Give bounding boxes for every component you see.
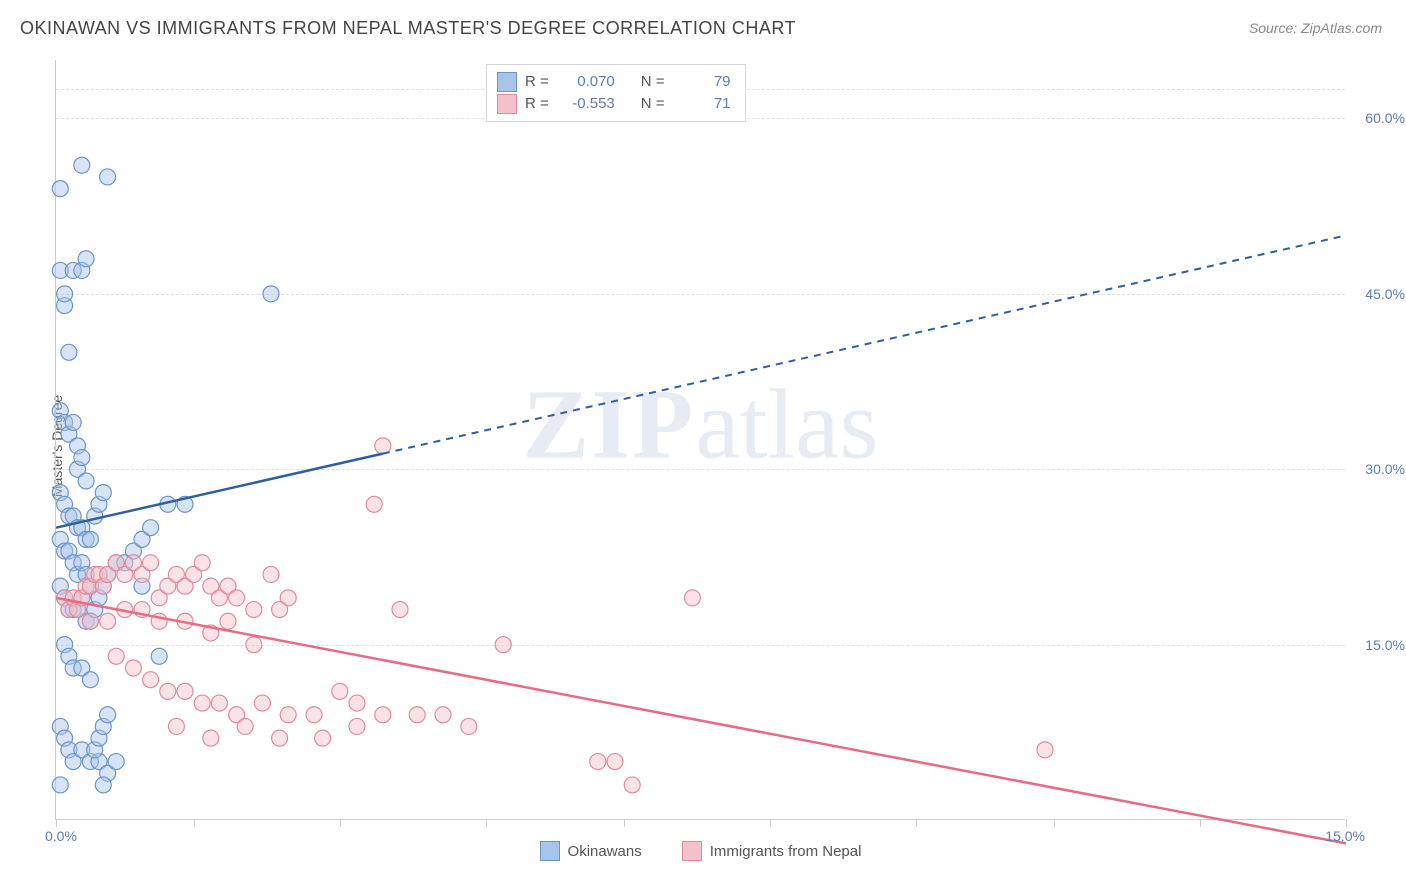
scatter-point — [392, 602, 408, 618]
scatter-point — [100, 707, 116, 723]
swatch-series2 — [497, 94, 517, 114]
scatter-point — [375, 707, 391, 723]
scatter-point — [82, 613, 98, 629]
scatter-point — [74, 450, 90, 466]
legend-swatch-series2 — [682, 841, 702, 861]
r-value-series2: -0.553 — [557, 93, 615, 115]
x-label-min: 0.0% — [45, 828, 77, 844]
scatter-point — [194, 555, 210, 571]
y-tick-label: 45.0% — [1365, 286, 1405, 302]
scatter-point — [78, 473, 94, 489]
scatter-point — [272, 730, 288, 746]
r-label: R = — [525, 93, 549, 115]
scatter-point — [263, 566, 279, 582]
scatter-point — [332, 683, 348, 699]
scatter-point — [61, 344, 77, 360]
plot-area: ZIPatlas 60.0%45.0%30.0%15.0% R = 0.070 … — [55, 60, 1345, 820]
scatter-point — [143, 672, 159, 688]
y-tick-label: 60.0% — [1365, 110, 1405, 126]
scatter-point — [349, 718, 365, 734]
scatter-point — [52, 181, 68, 197]
scatter-point — [168, 718, 184, 734]
legend-swatch-series1 — [540, 841, 560, 861]
stats-row-series1: R = 0.070 N = 79 — [497, 71, 731, 93]
scatter-point — [57, 286, 73, 302]
scatter-point — [78, 251, 94, 267]
scatter-point — [590, 754, 606, 770]
chart-title: OKINAWAN VS IMMIGRANTS FROM NEPAL MASTER… — [20, 18, 796, 39]
n-value-series1: 79 — [673, 71, 731, 93]
trend-line-extrapolated — [383, 235, 1346, 453]
scatter-point — [108, 754, 124, 770]
scatter-point — [435, 707, 451, 723]
scatter-point — [684, 590, 700, 606]
scatter-point — [229, 590, 245, 606]
scatter-point — [461, 718, 477, 734]
scatter-point — [65, 414, 81, 430]
y-tick-label: 30.0% — [1365, 461, 1405, 477]
scatter-point — [263, 286, 279, 302]
scatter-point — [220, 613, 236, 629]
scatter-point — [1037, 742, 1053, 758]
scatter-point — [237, 718, 253, 734]
legend: Okinawans Immigrants from Nepal — [56, 841, 1345, 861]
scatter-point — [52, 777, 68, 793]
scatter-point — [100, 613, 116, 629]
scatter-point — [108, 648, 124, 664]
scatter-point — [272, 602, 288, 618]
n-label: N = — [641, 71, 665, 93]
y-tick-label: 15.0% — [1365, 637, 1405, 653]
scatter-point — [151, 648, 167, 664]
swatch-series1 — [497, 72, 517, 92]
scatter-point — [607, 754, 623, 770]
scatter-point — [306, 707, 322, 723]
x-label-max: 15.0% — [1325, 828, 1365, 844]
scatter-point — [143, 555, 159, 571]
legend-label-series2: Immigrants from Nepal — [710, 843, 862, 860]
r-value-series1: 0.070 — [557, 71, 615, 93]
correlation-stats-box: R = 0.070 N = 79 R = -0.553 N = 71 — [486, 64, 746, 122]
scatter-point — [349, 695, 365, 711]
r-label: R = — [525, 71, 549, 93]
scatter-point — [160, 683, 176, 699]
scatter-point — [246, 637, 262, 653]
scatter-point — [211, 695, 227, 711]
chart-container: ZIPatlas 60.0%45.0%30.0%15.0% R = 0.070 … — [55, 60, 1345, 820]
scatter-point — [409, 707, 425, 723]
scatter-point — [95, 485, 111, 501]
scatter-point — [82, 531, 98, 547]
source-attribution: Source: ZipAtlas.com — [1249, 20, 1382, 36]
scatter-point — [143, 520, 159, 536]
scatter-point — [177, 683, 193, 699]
scatter-point — [624, 777, 640, 793]
scatter-point — [203, 730, 219, 746]
scatter-point — [254, 695, 270, 711]
legend-label-series1: Okinawans — [568, 843, 642, 860]
legend-item-series2: Immigrants from Nepal — [682, 841, 862, 861]
scatter-point — [194, 695, 210, 711]
scatter-point — [366, 496, 382, 512]
scatter-plot-svg — [56, 60, 1346, 820]
legend-item-series1: Okinawans — [540, 841, 642, 861]
stats-row-series2: R = -0.553 N = 71 — [497, 93, 731, 115]
scatter-point — [125, 660, 141, 676]
n-value-series2: 71 — [673, 93, 731, 115]
scatter-point — [82, 672, 98, 688]
scatter-point — [74, 157, 90, 173]
n-label: N = — [641, 93, 665, 115]
scatter-point — [280, 707, 296, 723]
scatter-point — [95, 777, 111, 793]
scatter-point — [100, 169, 116, 185]
scatter-point — [495, 637, 511, 653]
scatter-point — [315, 730, 331, 746]
scatter-point — [246, 602, 262, 618]
